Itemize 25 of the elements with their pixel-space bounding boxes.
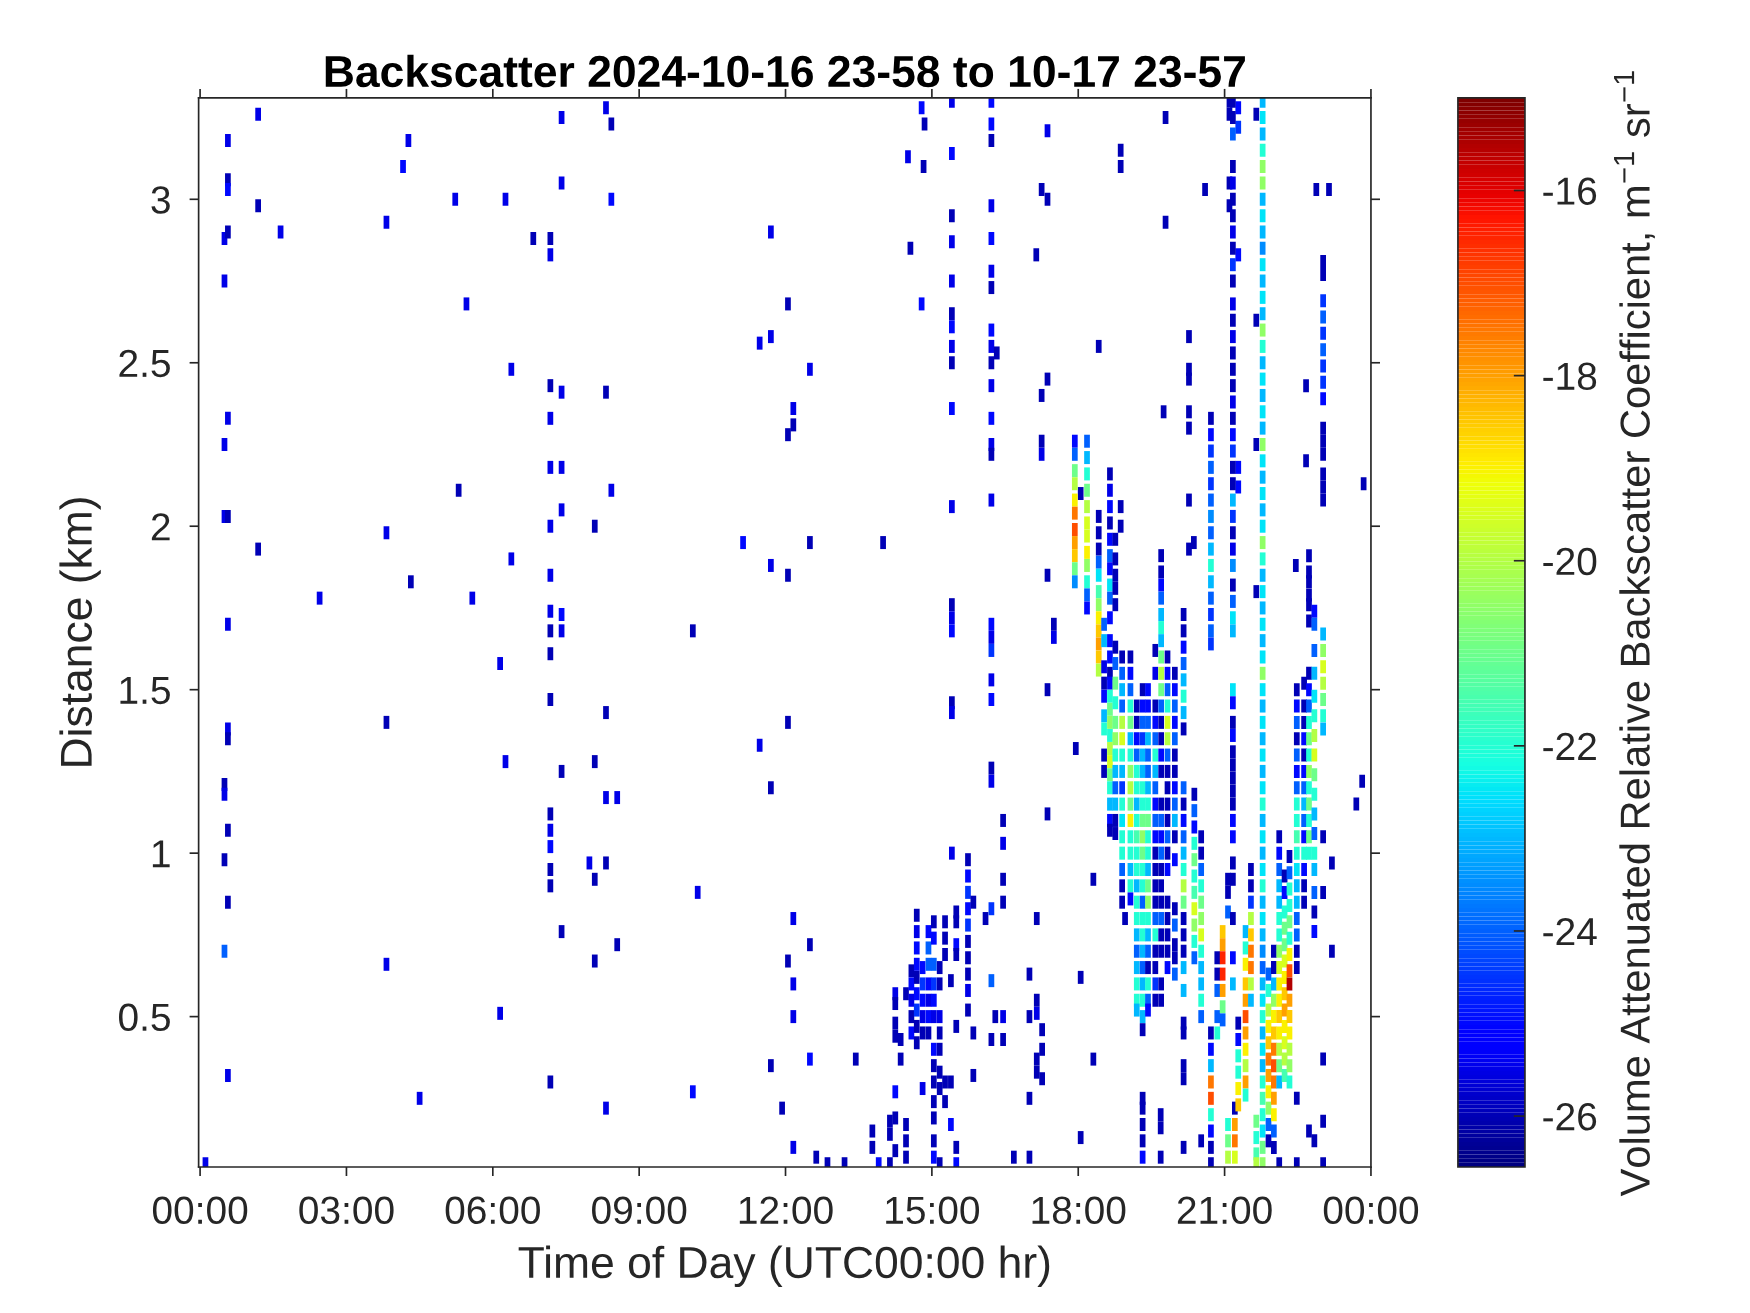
color-bar-title: Volume Attenuated Relative Backscatter Coefficient, m$^{−1}$ sr$^{−1}$	[1614, 71, 1655, 1197]
x-tick-label: 00:00	[152, 1196, 248, 1225]
x-tick-label: 15:00	[886, 1196, 980, 1225]
color-bar-label: -22	[1543, 732, 1596, 760]
x-tick-label: 18:00	[1032, 1196, 1126, 1225]
y-tick-label: 1	[152, 840, 170, 868]
x-tick-label: 09:00	[592, 1196, 687, 1225]
x-tick-label: 06:00	[445, 1196, 540, 1225]
color-bar-label: -24	[1543, 917, 1597, 946]
chart-title: Backscatter 2024-10-16 23-58 to 10-17 23-57	[325, 54, 1245, 88]
y-tick-label: 2	[151, 513, 170, 541]
x-tick-label: 03:00	[299, 1196, 394, 1225]
x-tick-label: 12:00	[739, 1196, 833, 1225]
color-bar-label: -26	[1543, 1103, 1597, 1131]
y-tick-label: 1.5	[120, 677, 170, 705]
color-bar-label: -20	[1543, 547, 1597, 576]
x-axis-title: Time of Day (UTC00:00 hr)	[518, 1245, 1050, 1288]
y-tick-label: 3	[151, 186, 170, 214]
color-bar-label: -16	[1543, 177, 1597, 205]
y-tick-label: 0.5	[119, 1003, 170, 1032]
x-tick-label: 00:00	[1323, 1196, 1419, 1225]
x-tick-label: 21:00	[1177, 1196, 1272, 1225]
y-tick-label: 2.5	[119, 349, 170, 378]
y-axis-title: Distance (km)	[59, 498, 101, 766]
color-bar-label: -18	[1543, 362, 1597, 391]
